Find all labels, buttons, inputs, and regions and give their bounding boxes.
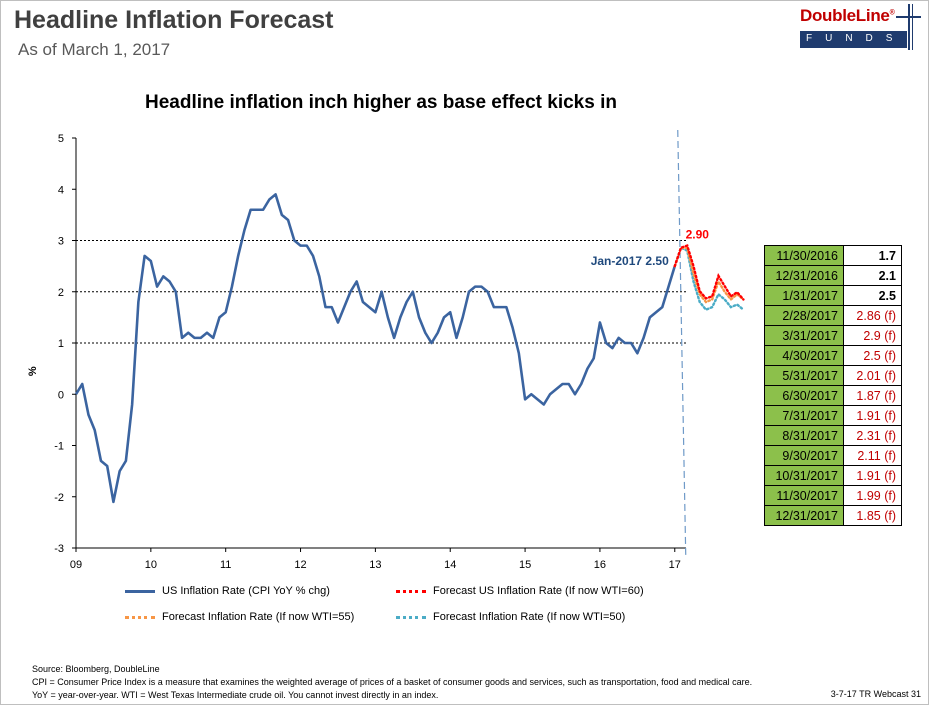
chart-heading: Headline inflation inch higher as base e…	[145, 92, 617, 113]
legend-item-wti50: Forecast Inflation Rate (If now WTI=50)	[396, 611, 625, 623]
logo-vertical-rule-2	[912, 4, 913, 50]
logo-wordmark: DoubleLine®	[800, 6, 895, 25]
logo-horizontal-rule	[896, 16, 921, 18]
x-tick-label: 10	[145, 559, 157, 571]
x-tick-label: 13	[369, 559, 381, 571]
table-date-cell: 11/30/2017	[764, 485, 844, 506]
table-row: 3/31/2017 2.9 (f)	[764, 325, 902, 346]
table-date-cell: 9/30/2017	[764, 445, 844, 466]
table-row: 6/30/2017 1.87 (f)	[764, 385, 902, 406]
series-line-forecast-1	[673, 244, 745, 301]
series-line-forecast-2	[673, 246, 745, 304]
chart-series	[74, 193, 745, 504]
footer-source: Source: Bloomberg, DoubleLine	[32, 664, 160, 674]
footer-note-cpi: CPI = Consumer Price Index is a measure …	[32, 677, 753, 687]
table-date-cell: 8/31/2017	[764, 425, 844, 446]
table-value-cell: 1.87 (f)	[843, 385, 902, 406]
table-value-cell: 2.5 (f)	[843, 345, 902, 366]
forecast-table: 11/30/2016 1.7 12/31/2016 2.1 1/31/2017 2.5 2/…	[764, 245, 902, 526]
table-row: 11/30/2016 1.7	[764, 245, 902, 266]
table-row: 5/31/2017 2.01 (f)	[764, 365, 902, 386]
footer-note-yoy: YoY = year-over-year. WTI = West Texas I…	[32, 690, 439, 700]
legend-label: Forecast US Inflation Rate (If now WTI=6…	[433, 585, 644, 597]
x-tick-label: 12	[294, 559, 306, 571]
table-row: 8/31/2017 2.31 (f)	[764, 425, 902, 446]
table-date-cell: 4/30/2017	[764, 345, 844, 366]
table-date-cell: 6/30/2017	[764, 385, 844, 406]
table-value-cell: 2.31 (f)	[843, 425, 902, 446]
legend-swatch	[125, 615, 155, 619]
y-tick-label: -3	[54, 543, 64, 555]
y-tick-label: 0	[58, 389, 64, 401]
table-row: 7/31/2017 1.91 (f)	[764, 405, 902, 426]
y-tick-label: 1	[58, 338, 64, 350]
table-date-cell: 7/31/2017	[764, 405, 844, 426]
table-date-cell: 5/31/2017	[764, 365, 844, 386]
table-value-cell: 1.91 (f)	[843, 465, 902, 486]
legend-item-us-cpi: US Inflation Rate (CPI YoY % chg)	[125, 585, 330, 597]
y-tick-label: -1	[54, 441, 64, 453]
legend-label: US Inflation Rate (CPI YoY % chg)	[162, 585, 330, 597]
chart-labels: Jan-2017 2.50 2.90	[591, 228, 710, 269]
table-date-cell: 12/31/2016	[764, 265, 844, 286]
y-tick-label: 3	[58, 236, 64, 248]
table-value-cell: 2.01 (f)	[843, 365, 902, 386]
table-value-cell: 2.86 (f)	[843, 305, 902, 326]
logo-funds: FUNDS	[806, 33, 906, 44]
table-date-cell: 2/28/2017	[764, 305, 844, 326]
table-row: 12/31/2017 1.85 (f)	[764, 505, 902, 526]
table-row: 10/31/2017 1.91 (f)	[764, 465, 902, 486]
legend-label: Forecast Inflation Rate (If now WTI=55)	[162, 611, 355, 623]
y-tick-label: 2	[58, 287, 64, 299]
legend-item-wti60: Forecast US Inflation Rate (If now WTI=6…	[396, 585, 644, 597]
footer-notes: Source: Bloomberg, DoubleLine CPI = Cons…	[32, 663, 752, 702]
page-title: Headline Inflation Forecast	[14, 6, 334, 34]
table-value-cell: 1.7	[843, 245, 902, 266]
logo-vertical-rule	[908, 4, 910, 50]
x-tick-label: 11	[220, 559, 231, 571]
table-value-cell: 2.5	[843, 285, 902, 306]
table-date-cell: 3/31/2017	[764, 325, 844, 346]
table-row: 12/31/2016 2.1	[764, 265, 902, 286]
table-row: 4/30/2017 2.5 (f)	[764, 345, 902, 366]
table-row: 9/30/2017 2.11 (f)	[764, 445, 902, 466]
x-tick-label: 17	[669, 559, 681, 571]
table-date-cell: 11/30/2016	[764, 245, 844, 266]
table-value-cell: 2.1	[843, 265, 902, 286]
legend-swatch	[396, 615, 426, 619]
vertical-marker	[677, 129, 687, 557]
y-tick-label: -2	[54, 492, 64, 504]
legend-swatch	[396, 589, 426, 593]
x-tick-label: 14	[444, 559, 456, 571]
annotation-peak-forecast: 2.90	[686, 228, 710, 242]
legend-item-wti55: Forecast Inflation Rate (If now WTI=55)	[125, 611, 354, 623]
annotation-last-actual: Jan-2017 2.50	[591, 254, 669, 268]
logo-bar	[800, 31, 907, 48]
table-date-cell: 12/31/2017	[764, 505, 844, 526]
page-subtitle: As of March 1, 2017	[18, 40, 171, 59]
table-row: 2/28/2017 2.86 (f)	[764, 305, 902, 326]
table-date-cell: 1/31/2017	[764, 285, 844, 306]
table-value-cell: 1.99 (f)	[843, 485, 902, 506]
table-date-cell: 10/31/2017	[764, 465, 844, 486]
table-value-cell: 1.85 (f)	[843, 505, 902, 526]
doubleline-logo: DoubleLine® FUNDS	[796, 4, 921, 50]
y-tick-label: 5	[58, 133, 64, 145]
y-tick-label: 4	[58, 184, 64, 196]
table-value-cell: 1.91 (f)	[843, 405, 902, 426]
x-tick-label: 15	[519, 559, 531, 571]
x-tick-label: 09	[70, 559, 82, 571]
x-tick-label: 16	[594, 559, 606, 571]
table-value-cell: 2.9 (f)	[843, 325, 902, 346]
y-axis-label: %	[27, 366, 39, 376]
series-line-forecast-3	[673, 245, 745, 312]
table-row: 1/31/2017 2.5	[764, 285, 902, 306]
table-value-cell: 2.11 (f)	[843, 445, 902, 466]
legend-label: Forecast Inflation Rate (If now WTI=50)	[433, 611, 626, 623]
table-row: 11/30/2017 1.99 (f)	[764, 485, 902, 506]
legend-swatch	[125, 589, 155, 593]
page-reference: 3-7-17 TR Webcast 31	[830, 689, 921, 699]
